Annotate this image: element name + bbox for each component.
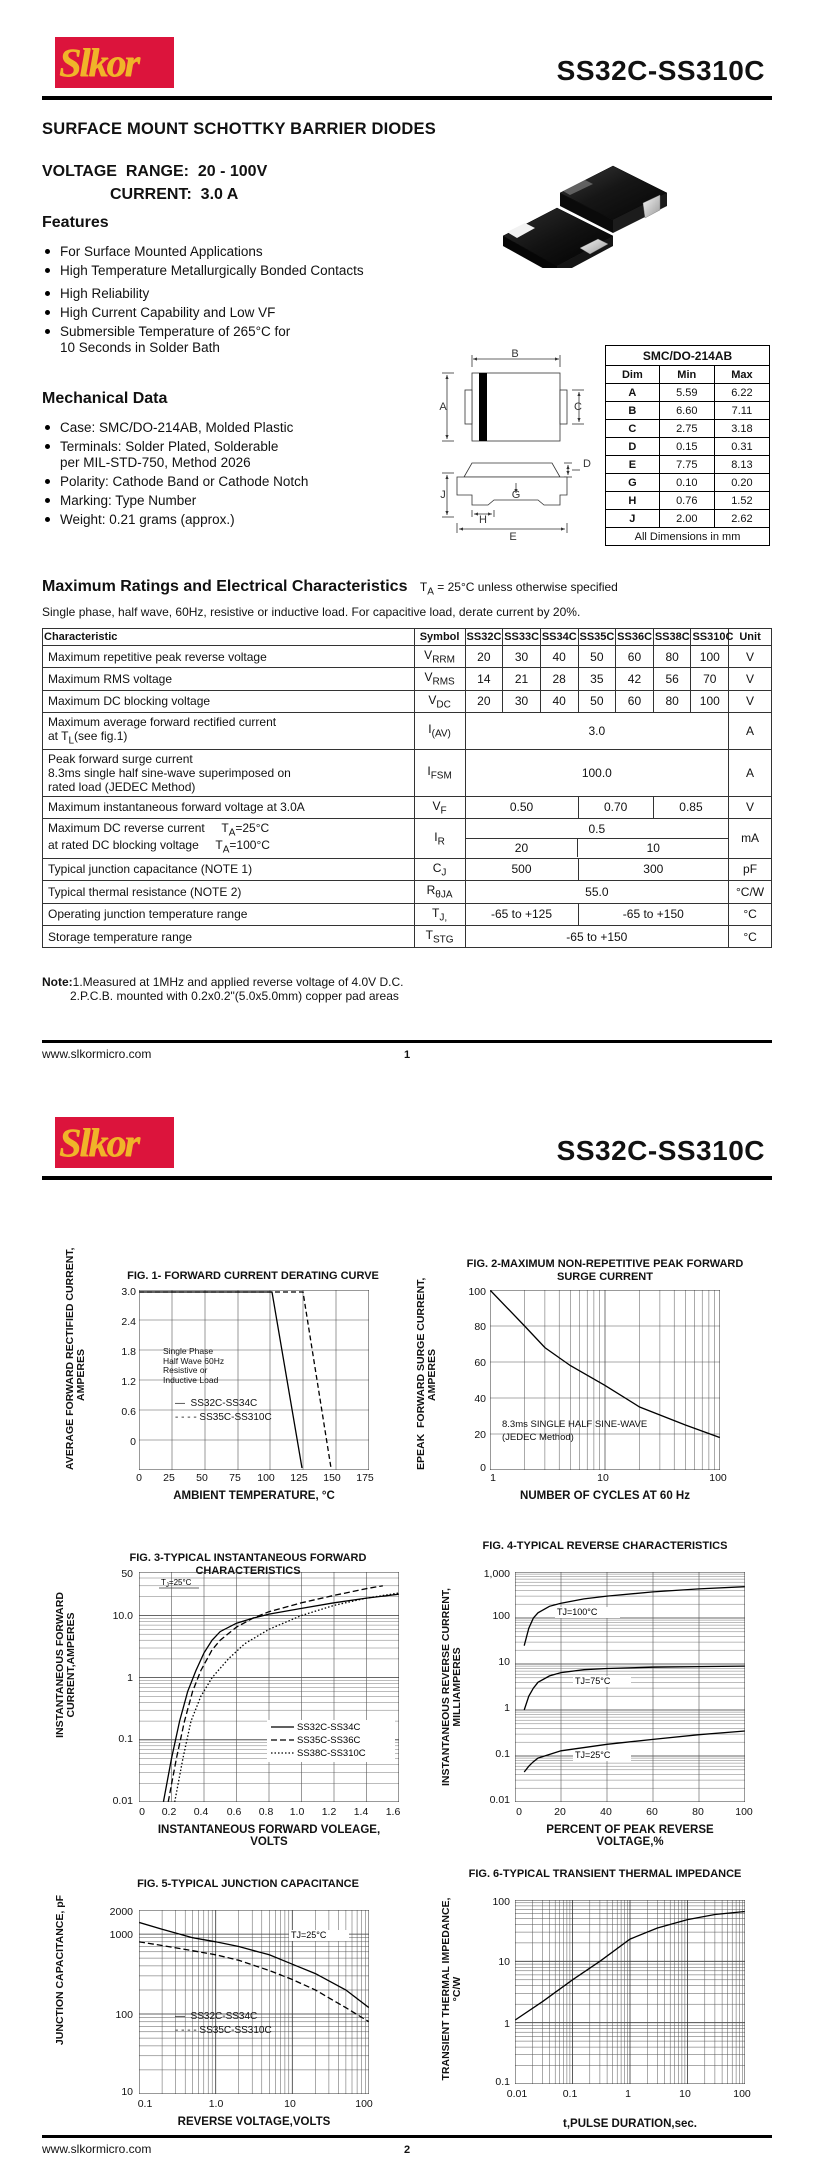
svg-text:C: C xyxy=(574,401,582,413)
svg-text:SS32C-SS34C: SS32C-SS34C xyxy=(297,1722,361,1733)
svg-text:TJ=25°C: TJ=25°C xyxy=(161,1578,192,1589)
svg-text:H: H xyxy=(479,514,487,526)
svg-text:A: A xyxy=(439,401,447,413)
svg-text:D: D xyxy=(583,458,591,470)
svg-text:SS38C-SS310C: SS38C-SS310C xyxy=(297,1748,366,1759)
svg-text:B: B xyxy=(511,348,518,360)
svg-text:E: E xyxy=(509,531,516,540)
svg-text:TJ=75°C: TJ=75°C xyxy=(575,1676,611,1686)
svg-text:G: G xyxy=(512,489,521,501)
svg-text:J: J xyxy=(440,489,446,501)
svg-text:SS35C-SS36C: SS35C-SS36C xyxy=(297,1735,361,1746)
svg-text:TJ=25°C: TJ=25°C xyxy=(575,1750,611,1760)
svg-text:TJ=100°C: TJ=100°C xyxy=(557,1607,598,1617)
svg-text:TJ=25°C: TJ=25°C xyxy=(291,1930,327,1940)
